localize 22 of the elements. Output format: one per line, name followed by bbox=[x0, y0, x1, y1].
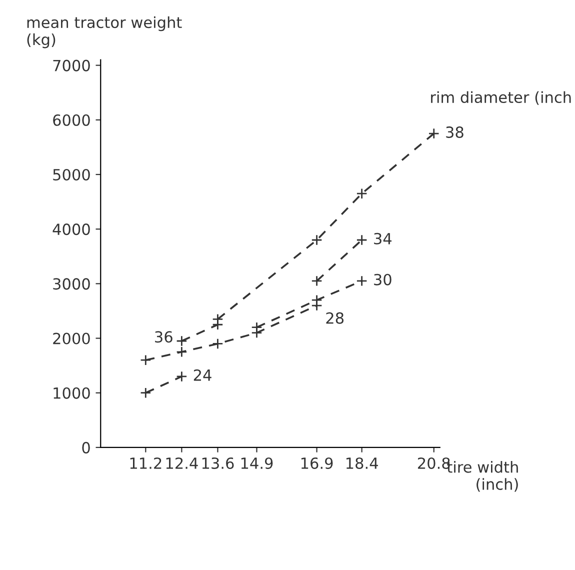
series-label: 36 bbox=[155, 331, 172, 343]
x-tick-label: 12.4 bbox=[166, 457, 198, 469]
y-tick-label: 1000 bbox=[54, 387, 90, 399]
x-tick-label: 13.6 bbox=[202, 457, 234, 469]
x-tick-label: 11.2 bbox=[130, 457, 162, 469]
annotation: rim diameter (inch bbox=[431, 91, 571, 105]
y-tick-label: 6000 bbox=[53, 114, 90, 126]
y-tick-label: 2000 bbox=[53, 332, 90, 344]
series-label: 34 bbox=[374, 232, 392, 244]
y-tick-label: 5000 bbox=[53, 168, 90, 181]
series-label: 38 bbox=[446, 126, 464, 138]
x-tick-label: 14.9 bbox=[241, 457, 273, 469]
series-label: 28 bbox=[326, 312, 344, 324]
y-tick-label: 4000 bbox=[52, 224, 90, 236]
x-tick-label: 16.9 bbox=[301, 457, 333, 469]
series-label: 30 bbox=[374, 274, 392, 286]
series-label: 24 bbox=[194, 369, 212, 381]
x-tick-label: 18.4 bbox=[346, 457, 378, 469]
y-tick-label: 0 bbox=[82, 442, 90, 454]
y-tick-label: 7000 bbox=[53, 60, 90, 72]
y-tick-label: 3000 bbox=[53, 278, 90, 290]
y-axis-title: mean tractor weight (kg) bbox=[27, 16, 182, 48]
